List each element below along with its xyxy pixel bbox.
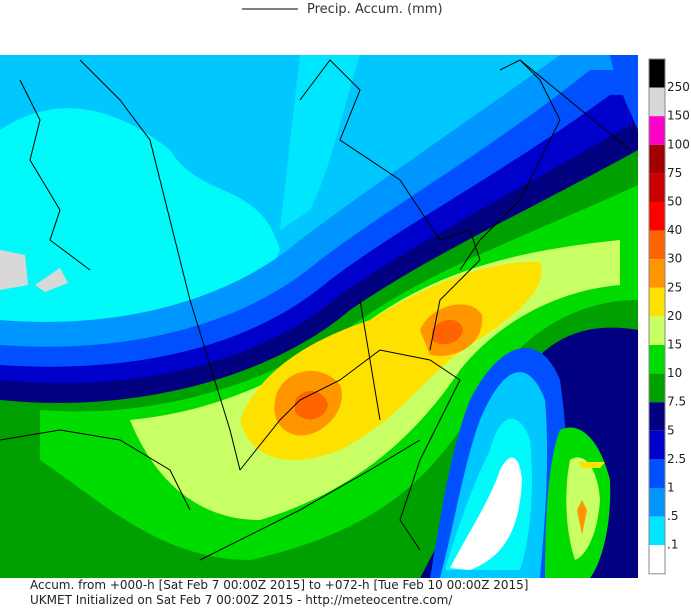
colorbar-label: 5 [667, 423, 675, 437]
colorbar-swatch [649, 87, 665, 117]
colorbar-label: 2.5 [667, 452, 686, 466]
colorbar-label: .5 [667, 509, 678, 523]
colorbar-frame [648, 58, 666, 575]
colorbar-swatch [649, 459, 665, 488]
colorbar-label: .1 [667, 538, 678, 552]
colorbar-swatch [649, 402, 665, 431]
footer-line: UKMET Initialized on Sat Feb 7 00:00Z 20… [30, 593, 453, 607]
colorbar-swatch [649, 345, 665, 374]
colorbar-label: 20 [667, 309, 682, 323]
colorbar-swatch [649, 202, 665, 231]
colorbar-swatch [649, 173, 665, 202]
colorbar-swatch [649, 59, 665, 88]
colorbar-label: 50 [667, 195, 682, 209]
colorbar-label: 10 [667, 366, 682, 380]
colorbar-label: 40 [667, 223, 682, 237]
colorbar-label: 15 [667, 338, 682, 352]
colorbar-label: 75 [667, 166, 682, 180]
colorbar-label: 25 [667, 280, 682, 294]
colorbar-swatch [649, 430, 665, 460]
colorbar-swatch [649, 516, 665, 546]
colorbar-swatch [649, 116, 665, 145]
colorbar-swatch [649, 316, 665, 345]
colorbar-swatch [649, 488, 665, 517]
legend-title: Precip. Accum. (mm) [307, 2, 443, 17]
colorbar-label: 7.5 [667, 395, 686, 409]
colorbar-label: 150 [667, 109, 690, 123]
colorbar-swatch [649, 144, 665, 174]
footer-line: Accum. from +000-h [Sat Feb 7 00:00Z 201… [30, 578, 528, 592]
colorbar-swatch [649, 230, 665, 260]
colorbar: 250 150 100 75 50 40 30 25 20 15 10 7.5 5 2.5 1 .5 .1 [648, 58, 690, 575]
colorbar-swatch [649, 287, 665, 317]
colorbar-label: 30 [667, 252, 682, 266]
colorbar-label: 250 [667, 80, 690, 94]
colorbar-label: 100 [667, 137, 690, 151]
colorbar-swatch [649, 259, 665, 288]
colorbar-swatch [649, 545, 665, 574]
colorbar-swatch [649, 373, 665, 403]
colorbar-label: 1 [667, 481, 675, 495]
map [0, 55, 638, 578]
